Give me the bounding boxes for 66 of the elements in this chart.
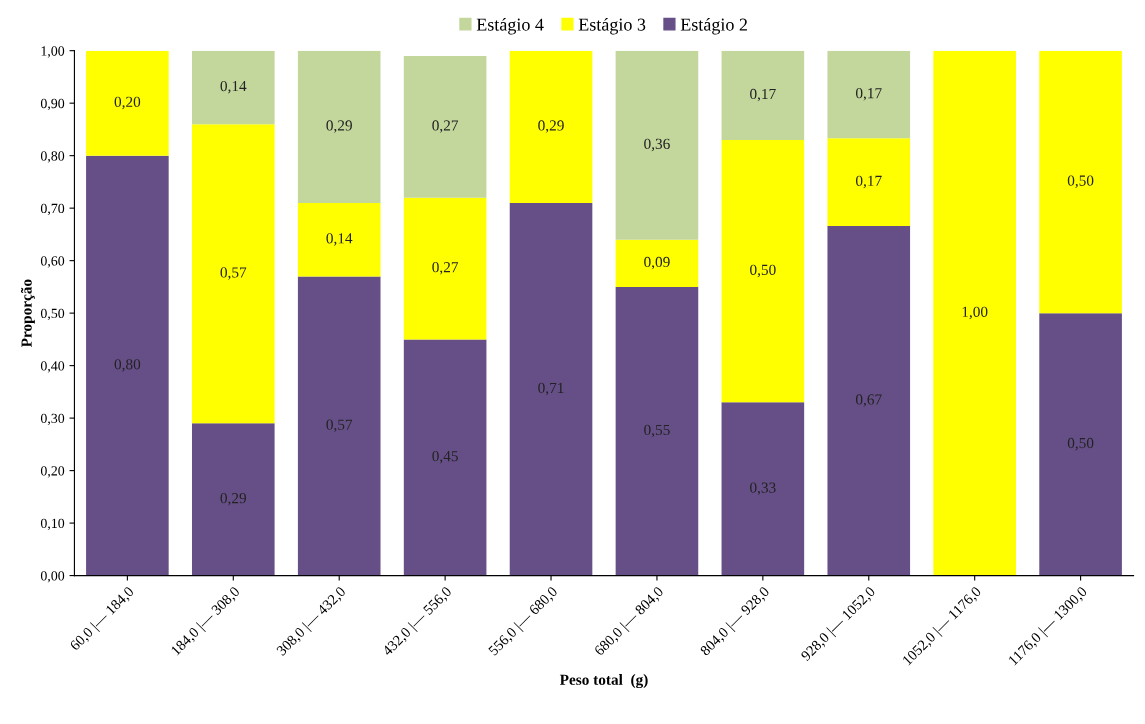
bar [509, 202, 593, 576]
legend-label: Estágio 4 [476, 17, 544, 35]
bar [297, 276, 381, 576]
legend-label: Estágio 2 [680, 17, 747, 35]
data-label: 0,50 [1067, 175, 1094, 188]
y-tick-label: 0,10 [40, 518, 65, 531]
data-label: 0,27 [432, 120, 459, 133]
bar [827, 226, 911, 576]
y-tick-label: 0,70 [40, 203, 65, 216]
y-tick-label: 0,40 [40, 361, 65, 373]
bar [721, 139, 805, 403]
bar [403, 55, 487, 198]
y-tick-label: 0,20 [40, 466, 65, 478]
data-label: 0,50 [1067, 437, 1094, 451]
bar [615, 239, 699, 287]
legend-label: Estágio 3 [578, 17, 646, 35]
bar [827, 50, 911, 139]
bar [615, 50, 699, 240]
y-tick-label: 0,50 [40, 308, 65, 321]
data-label: 0,17 [750, 88, 776, 102]
data-label: 0,55 [644, 424, 670, 438]
data-label: 0,50 [750, 264, 776, 278]
bar [191, 124, 275, 424]
data-label: 0,14 [220, 80, 247, 94]
bar [86, 155, 169, 576]
bar [86, 50, 169, 156]
data-label: 0,67 [855, 394, 882, 407]
data-label: 0,17 [855, 175, 882, 189]
bar [1039, 50, 1122, 314]
bar [721, 50, 805, 140]
data-label: 0,29 [326, 120, 352, 133]
bar [297, 50, 381, 203]
bar [403, 197, 487, 340]
data-label: 1,00 [962, 306, 988, 320]
y-axis-title: Proporção [20, 279, 35, 348]
bar [1039, 313, 1122, 576]
data-label: 0,29 [220, 492, 247, 506]
y-tick-label: 0,90 [40, 98, 65, 111]
data-label: 0,09 [644, 256, 670, 270]
y-tick-label: 1,00 [41, 46, 65, 58]
y-tick-label: 0,30 [40, 413, 65, 426]
data-label: 0,33 [750, 482, 776, 495]
data-label: 0,80 [114, 359, 141, 372]
data-label: 0,14 [326, 233, 353, 246]
data-label: 0,27 [432, 262, 459, 275]
data-label: 0,20 [114, 96, 141, 110]
y-tick-label: 0,80 [40, 151, 65, 163]
y-tick-label: 0,00 [40, 571, 65, 583]
bar [827, 138, 911, 226]
bar [297, 202, 381, 277]
data-label: 0,45 [432, 450, 458, 464]
bar [509, 50, 593, 203]
y-tick-label: 0,60 [40, 256, 65, 268]
data-label: 0,71 [538, 382, 564, 396]
data-label: 0,57 [326, 419, 353, 433]
bar [721, 402, 805, 576]
data-label: 0,57 [220, 267, 247, 280]
bar [403, 339, 487, 576]
x-axis-title: Peso total (g) [559, 674, 648, 689]
data-label: 0,29 [538, 120, 564, 133]
bar [191, 50, 275, 125]
bar [933, 50, 1016, 576]
bar [191, 423, 275, 576]
data-label: 0,17 [855, 88, 882, 101]
data-label: 0,36 [644, 138, 670, 152]
bar [615, 286, 699, 576]
